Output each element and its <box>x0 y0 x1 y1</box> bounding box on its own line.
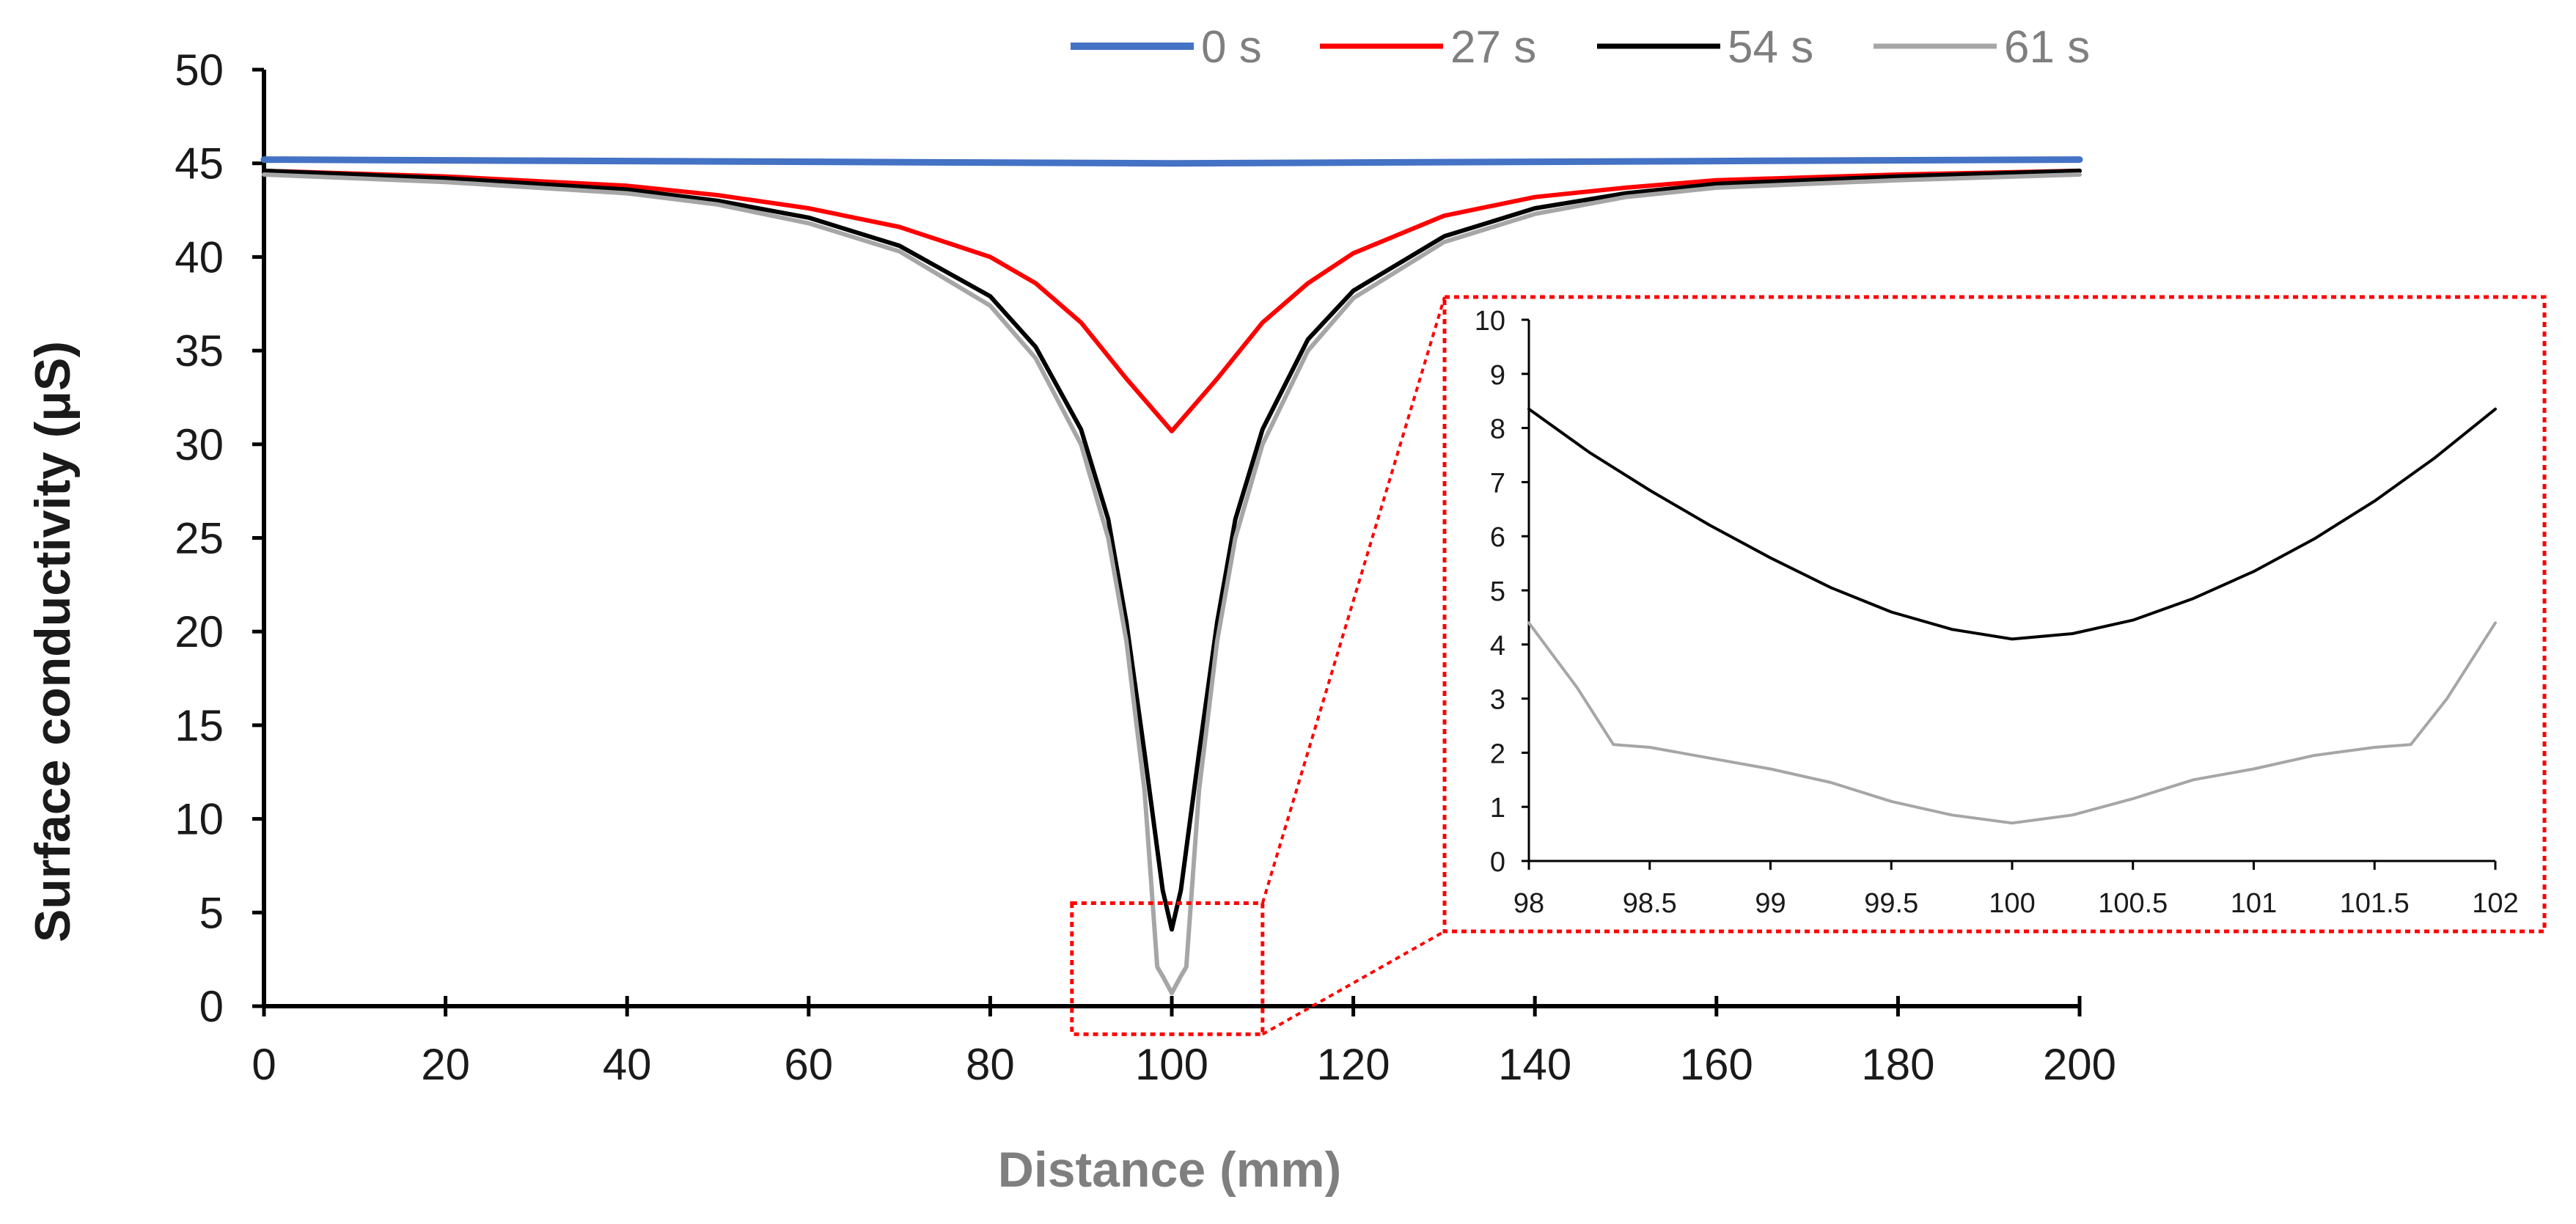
inset-x-tick-label: 100.5 <box>2098 888 2168 919</box>
inset-y-tick-label: 1 <box>1490 793 1505 824</box>
zoom-connector-bottom <box>1261 930 1445 1036</box>
y-tick-label: 35 <box>175 326 224 375</box>
inset-x-tick-label: 101 <box>2231 888 2277 919</box>
inset-frame <box>1442 295 2547 934</box>
legend-label-61-s: 61 s <box>2004 22 2090 73</box>
x-tick-label: 0 <box>252 1040 276 1089</box>
x-tick-label: 20 <box>421 1040 470 1089</box>
legend: 0 s 27 s 54 s 61 s <box>1071 22 2090 73</box>
legend-label-0-s: 0 s <box>1201 22 1262 73</box>
inset-x-tick-label: 101.5 <box>2340 888 2410 919</box>
zoom-box <box>1070 901 1265 1036</box>
series-line-61-s <box>262 172 2082 996</box>
series-line-0-s <box>260 156 2083 167</box>
y-tick-label: 25 <box>175 514 224 563</box>
y-axis-title: Surface conductivity (μS) <box>25 341 81 942</box>
inset-x-tick-label: 98 <box>1513 888 1544 919</box>
y-tick-label: 15 <box>175 701 224 750</box>
inset-series-line-61-s <box>1527 621 2497 825</box>
y-tick-label: 5 <box>199 888 224 937</box>
y-tick-label: 50 <box>175 45 224 95</box>
series-line-54-s <box>262 168 2082 932</box>
inset-y-tick-label: 6 <box>1490 522 1505 553</box>
inset-x-tick-label: 99.5 <box>1864 888 1918 919</box>
y-tick-label: 45 <box>175 139 224 188</box>
inset-y-tick-label: 4 <box>1490 631 1505 662</box>
x-tick-label: 60 <box>784 1040 833 1089</box>
inset-y-tick-label: 10 <box>1475 306 1505 337</box>
inset-y-tick-label: 5 <box>1490 576 1505 607</box>
legend-label-27-s: 27 s <box>1450 22 1536 73</box>
inset-plot-area: 0 1 2 3 4 5 6 7 8 9 10 98 98.5 99 99.5 100 100.5 101 101.5… <box>1475 306 2519 919</box>
inset-y-tick-label: 2 <box>1490 739 1505 769</box>
x-tick-label: 140 <box>1498 1040 1571 1089</box>
inset-x-tick-label: 98.5 <box>1623 888 1677 919</box>
y-tick-label: 10 <box>175 795 224 844</box>
y-tick-label: 30 <box>175 420 224 469</box>
zoom-indicator <box>1070 295 2547 1036</box>
series-line-27-s <box>262 168 2082 433</box>
y-tick-label: 40 <box>175 232 224 282</box>
inset-series-line-54-s <box>1527 407 2497 641</box>
x-tick-label: 160 <box>1680 1040 1753 1089</box>
zoom-connector-top <box>1261 296 1446 904</box>
inset-y-tick-label: 3 <box>1490 685 1505 716</box>
x-tick-label: 80 <box>966 1040 1015 1089</box>
inset-y-tick-label: 0 <box>1490 847 1505 878</box>
y-tick-label: 20 <box>175 607 224 656</box>
x-axis-title: Distance (mm) <box>998 1142 1342 1198</box>
x-tick-label: 180 <box>1861 1040 1934 1089</box>
inset-y-tick-label: 8 <box>1490 414 1505 445</box>
x-tick-label: 120 <box>1317 1040 1390 1089</box>
x-tick-label: 40 <box>603 1040 652 1089</box>
inset-y-tick-label: 7 <box>1490 468 1505 499</box>
legend-label-54-s: 54 s <box>1728 22 1813 73</box>
inset-x-tick-label: 99 <box>1755 888 1786 919</box>
inset-x-tick-label: 100 <box>1989 888 2035 919</box>
x-tick-label: 200 <box>2043 1040 2116 1089</box>
inset-x-tick-label: 102 <box>2472 888 2518 919</box>
inset-y-tick-label: 9 <box>1490 360 1505 391</box>
y-tick-label: 0 <box>199 982 224 1031</box>
x-tick-label: 100 <box>1135 1040 1208 1089</box>
